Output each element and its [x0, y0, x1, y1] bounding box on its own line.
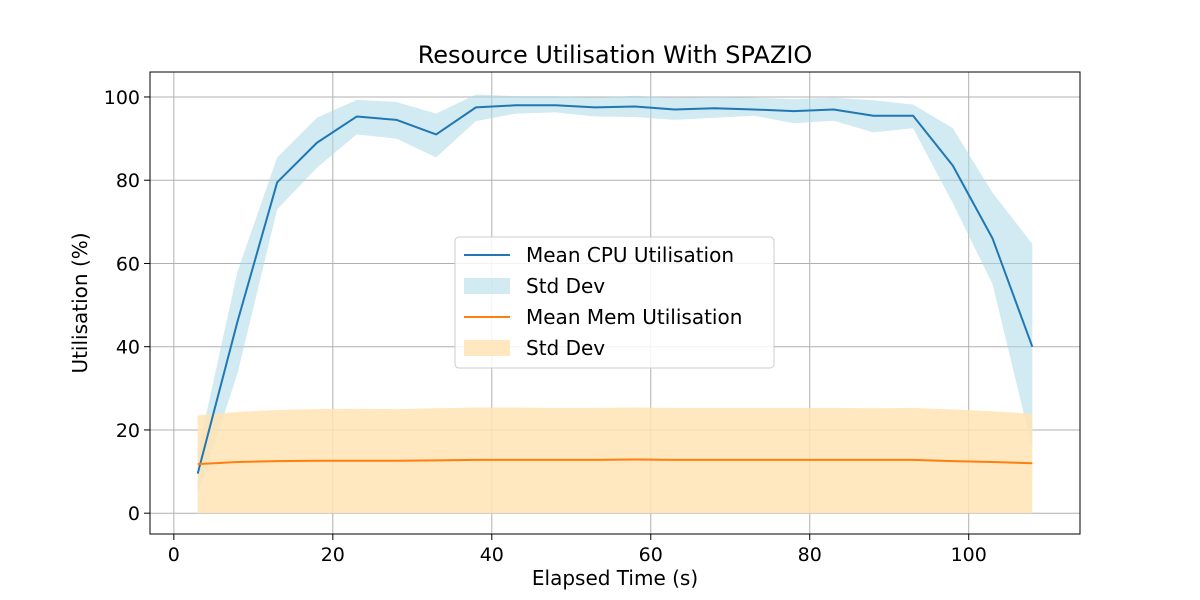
legend-box [454, 236, 775, 369]
legend-cpu-std-band-label: Std Dev [526, 274, 605, 298]
mem-mean-line [197, 458, 1033, 466]
legend-mem-std-band-swatch [464, 340, 510, 356]
cpu-std-dev-band [197, 94, 1033, 495]
x-axis-ticks: 0 20 40 60 80 100 [168, 534, 987, 566]
y-tick-label: 100 [104, 87, 140, 109]
x-tick-label: 60 [639, 544, 663, 566]
mean-lines [196, 104, 1034, 474]
cpu-mean-line [196, 104, 1034, 474]
x-tick-label: 100 [951, 544, 987, 566]
y-tick-label: 80 [116, 170, 140, 192]
legend: Mean CPU Utilisation Std Dev Mean Mem Util… [454, 236, 775, 369]
legend-cpu-std-band-swatch [464, 278, 510, 294]
plot-frame [149, 71, 1081, 535]
y-tick-label: 40 [116, 337, 140, 359]
x-tick-label: 0 [168, 544, 180, 566]
x-axis-label: Elapsed Time (s) [532, 566, 698, 590]
chart-title: Resource Utilisation With SPAZIO [418, 41, 813, 69]
y-axis-ticks: 0 20 40 60 80 100 [104, 87, 150, 525]
legend-mem-line-label: Mean Mem Utilisation [526, 305, 742, 329]
legend-cpu-line-label: Mean CPU Utilisation [526, 243, 734, 267]
legend-mem-std-band-label: Std Dev [526, 336, 605, 360]
x-tick-label: 20 [321, 544, 345, 566]
y-tick-label: 60 [116, 253, 140, 275]
y-tick-label: 0 [128, 503, 140, 525]
y-axis-label: Utilisation (%) [68, 232, 92, 373]
y-tick-label: 20 [116, 420, 140, 442]
x-tick-label: 80 [798, 544, 822, 566]
x-tick-label: 40 [480, 544, 504, 566]
